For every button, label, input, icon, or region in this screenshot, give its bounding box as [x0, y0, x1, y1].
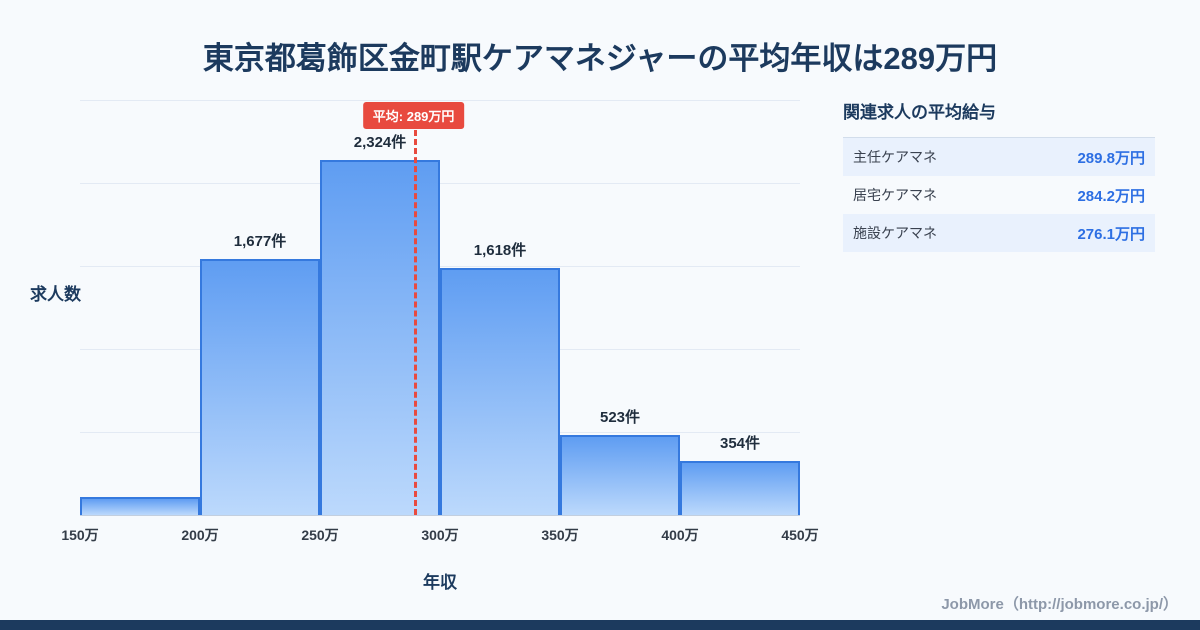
side-panel-table: 主任ケアマネ 289.8万円 居宅ケアマネ 284.2万円 施設ケアマネ 276… [843, 137, 1155, 252]
histogram-bar [440, 268, 560, 515]
table-row: 居宅ケアマネ 284.2万円 [843, 176, 1155, 214]
average-line [413, 130, 417, 515]
side-panel-title: 関連求人の平均給与 [843, 103, 996, 122]
histogram-plot-area: 1,677件 2,324件 1,618件 523件 354件 150万 200万 250万 30… [61, 100, 819, 543]
x-tick-label: 200万 [181, 527, 219, 543]
table-row: 施設ケアマネ 276.1万円 [843, 214, 1155, 252]
x-tick-label: 350万 [541, 527, 579, 543]
row-value: 284.2万円 [1077, 187, 1145, 205]
histogram-bar [80, 496, 200, 515]
row-label: 居宅ケアマネ [853, 187, 937, 203]
row-label: 主任ケアマネ [853, 149, 937, 165]
x-tick-label: 300万 [421, 527, 459, 543]
x-tick-label: 250万 [301, 527, 339, 543]
bar-value-label: 1,618件 [473, 242, 527, 260]
row-value: 276.1万円 [1077, 225, 1145, 243]
table-row: 主任ケアマネ 289.8万円 [843, 138, 1155, 176]
histogram-bar [560, 435, 680, 515]
histogram-bar [200, 259, 320, 515]
bar-value-label: 2,324件 [353, 134, 407, 152]
bottom-accent-bar [0, 620, 1200, 630]
gridline [80, 183, 800, 184]
row-value: 289.8万円 [1077, 149, 1145, 167]
y-axis-label: 求人数 [30, 285, 81, 304]
gridline [80, 266, 800, 267]
x-tick-label: 150万 [61, 527, 99, 543]
x-axis-label: 年収 [423, 573, 457, 592]
gridline [80, 100, 800, 101]
bar-value-label: 523件 [599, 409, 641, 427]
row-label: 施設ケアマネ [853, 225, 937, 241]
x-tick-label: 400万 [661, 527, 699, 543]
histogram-bar [320, 160, 440, 515]
page-title: 東京都葛飾区金町駅ケアマネジャーの平均年収は289万円 [202, 41, 998, 76]
histogram-bar [680, 461, 800, 515]
average-badge: 平均: 289万円 [362, 102, 465, 129]
bar-value-label: 1,677件 [233, 233, 287, 251]
bar-value-label: 354件 [719, 435, 761, 452]
related-salary-panel: 関連求人の平均給与 主任ケアマネ 289.8万円 居宅ケアマネ 284.2万円 … [843, 98, 1155, 252]
credit-text: JobMore（http://jobmore.co.jp/） [941, 596, 1178, 613]
x-tick-label: 450万 [781, 527, 819, 543]
